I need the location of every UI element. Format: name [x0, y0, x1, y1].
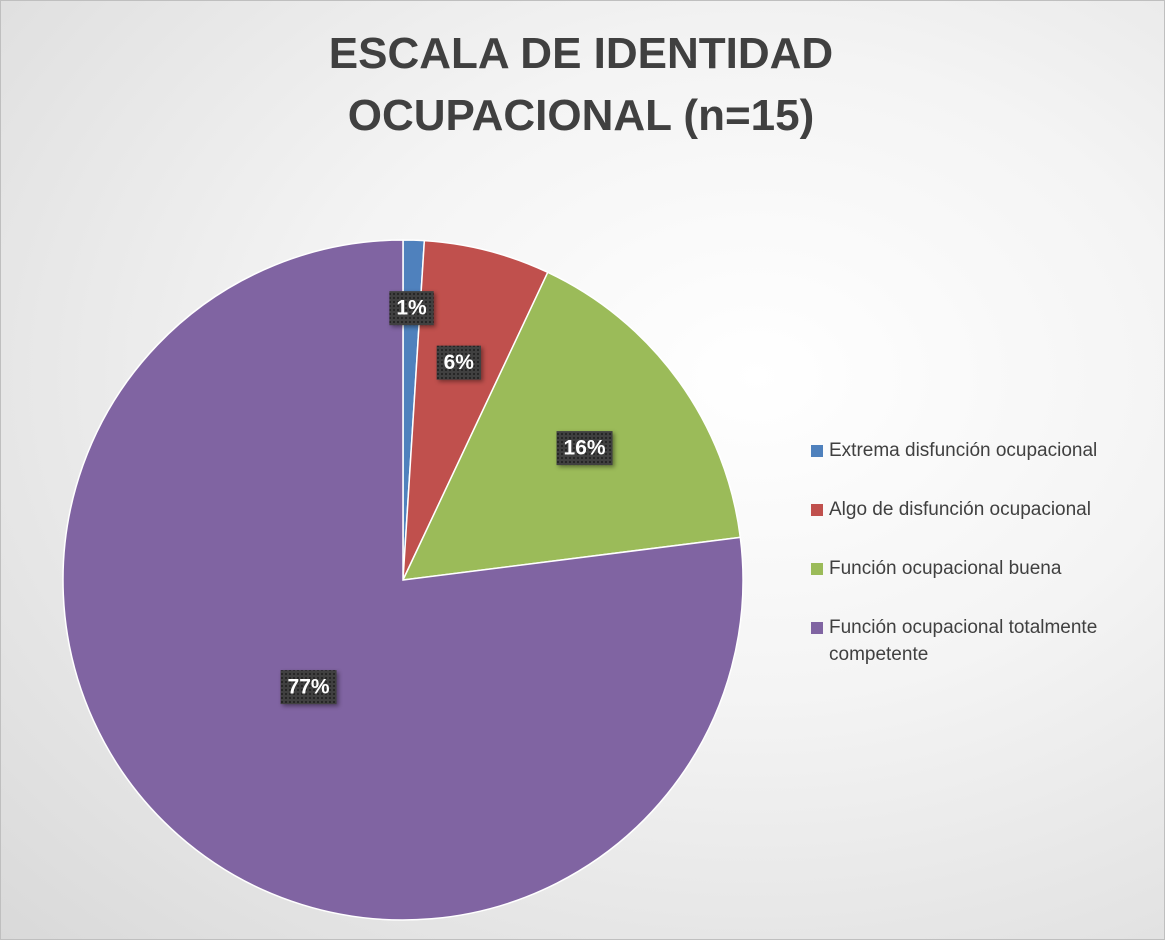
data-label: 6% [436, 345, 481, 380]
data-label-text: 16% [564, 437, 606, 460]
legend-swatch [811, 622, 823, 634]
legend-item: Extrema disfunción ocupacional [811, 437, 1151, 464]
legend-swatch [811, 504, 823, 516]
legend-swatch [811, 563, 823, 575]
data-label: 1% [389, 291, 434, 326]
legend-item: Función ocupacional buena [811, 555, 1151, 582]
legend-label: Algo de disfunción ocupacional [829, 499, 1091, 520]
legend: Extrema disfunción ocupacional Algo de di… [811, 437, 1151, 700]
legend-label: Función ocupacional totalmente competent… [829, 617, 1098, 665]
legend-swatch [811, 445, 823, 457]
legend-item: Algo de disfunción ocupacional [811, 496, 1151, 523]
legend-label: Función ocupacional buena [829, 558, 1062, 579]
data-label-text: 1% [396, 297, 427, 320]
data-label-box [436, 345, 481, 380]
pie-slice [62, 239, 744, 921]
data-label-box [556, 431, 613, 466]
data-label-box [389, 291, 434, 326]
pie-slice [401, 271, 742, 581]
data-label: 77% [280, 670, 337, 705]
data-label-box [280, 670, 337, 705]
legend-label: Extrema disfunción ocupacional [829, 440, 1098, 461]
chart-title: ESCALA DE IDENTIDAD OCUPACIONAL (n=15) [328, 29, 834, 140]
data-label-text: 6% [444, 351, 475, 374]
legend-item: Función ocupacional totalmente competent… [811, 614, 1151, 668]
data-label-text: 77% [288, 676, 330, 699]
pie-slice [402, 239, 549, 581]
data-label: 16% [556, 431, 613, 466]
